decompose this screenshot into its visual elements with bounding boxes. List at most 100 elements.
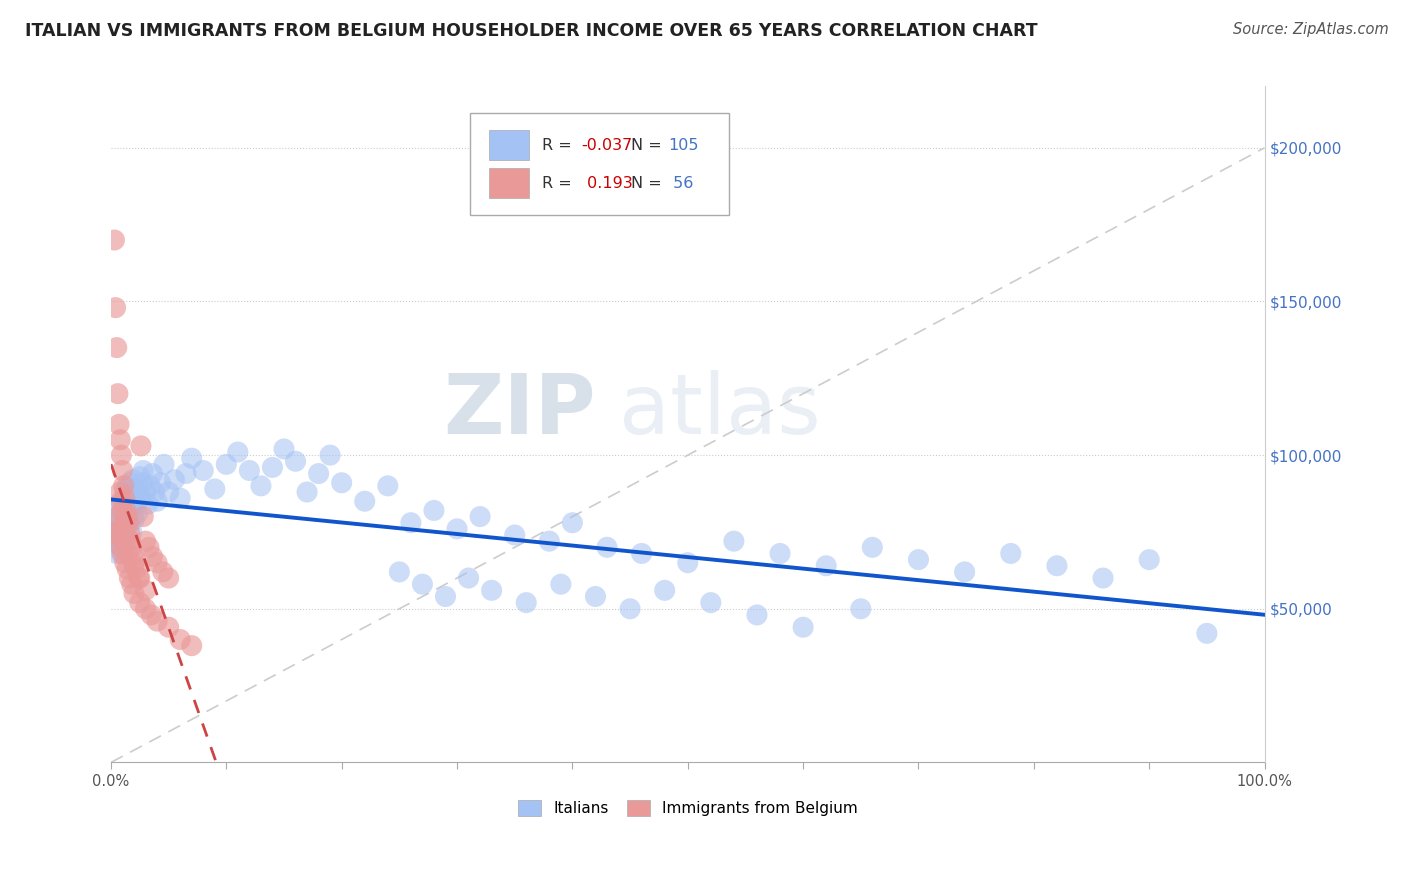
Point: [136, 497, 159, 511]
Point: [118, 571, 141, 585]
Point: [139, 479, 162, 493]
Point: [114, 485, 136, 500]
Point: [1000, 546, 1022, 560]
Point: [141, 467, 163, 481]
Point: [308, 467, 330, 481]
Point: [169, 491, 191, 505]
Point: [169, 632, 191, 647]
Point: [769, 546, 792, 560]
Point: [108, 503, 131, 517]
Point: [723, 534, 745, 549]
Point: [122, 513, 145, 527]
Point: [515, 596, 537, 610]
Point: [815, 558, 838, 573]
Point: [792, 620, 814, 634]
Point: [125, 562, 148, 576]
Point: [107, 509, 129, 524]
Point: [550, 577, 572, 591]
Point: [122, 586, 145, 600]
Point: [110, 497, 132, 511]
Point: [561, 516, 583, 530]
Point: [630, 546, 652, 560]
Point: [103, 528, 125, 542]
Point: [114, 524, 136, 539]
Point: [319, 448, 342, 462]
Point: [110, 546, 132, 560]
Point: [110, 448, 132, 462]
Point: [180, 639, 202, 653]
Text: 105: 105: [668, 137, 699, 153]
Point: [377, 479, 399, 493]
Text: N =: N =: [631, 176, 666, 191]
Point: [146, 494, 169, 508]
Point: [353, 494, 375, 508]
Point: [111, 503, 134, 517]
Point: [215, 458, 238, 472]
Point: [114, 556, 136, 570]
Point: [423, 503, 446, 517]
Point: [128, 571, 150, 585]
Point: [295, 485, 318, 500]
Point: [204, 482, 226, 496]
Point: [121, 524, 143, 539]
Point: [108, 531, 131, 545]
Point: [193, 463, 215, 477]
Point: [111, 463, 134, 477]
Point: [122, 494, 145, 508]
Point: [330, 475, 353, 490]
Point: [120, 534, 142, 549]
Point: [157, 620, 180, 634]
Point: [112, 534, 135, 549]
Point: [468, 509, 491, 524]
Point: [157, 485, 180, 500]
Point: [112, 479, 135, 493]
Text: -0.037: -0.037: [582, 137, 633, 153]
Point: [110, 494, 132, 508]
Point: [411, 577, 433, 591]
Point: [122, 549, 145, 564]
Point: [141, 607, 163, 622]
Point: [907, 552, 929, 566]
Text: R =: R =: [543, 176, 578, 191]
Point: [107, 386, 129, 401]
Bar: [489, 130, 529, 160]
Text: N =: N =: [631, 137, 666, 153]
Point: [135, 601, 157, 615]
Point: [619, 601, 641, 615]
Point: [503, 528, 526, 542]
Point: [111, 531, 134, 545]
Point: [115, 534, 138, 549]
Point: [135, 583, 157, 598]
Point: [654, 583, 676, 598]
Text: 56: 56: [668, 176, 693, 191]
Point: [105, 546, 128, 560]
Point: [124, 482, 146, 496]
Point: [115, 509, 138, 524]
Point: [149, 475, 172, 490]
Point: [121, 577, 143, 591]
Point: [128, 485, 150, 500]
Point: [700, 596, 723, 610]
Point: [481, 583, 503, 598]
Point: [745, 607, 768, 622]
Point: [111, 546, 134, 560]
Point: [108, 485, 131, 500]
Point: [120, 488, 142, 502]
Text: Source: ZipAtlas.com: Source: ZipAtlas.com: [1233, 22, 1389, 37]
Point: [114, 491, 136, 505]
Point: [104, 534, 127, 549]
Point: [180, 451, 202, 466]
Point: [1137, 552, 1160, 566]
Point: [1046, 558, 1069, 573]
Point: [118, 516, 141, 530]
Point: [128, 571, 150, 585]
Point: [238, 463, 260, 477]
Point: [262, 460, 284, 475]
Point: [141, 549, 163, 564]
Point: [117, 491, 139, 505]
Point: [115, 528, 138, 542]
Point: [388, 565, 411, 579]
Point: [131, 475, 153, 490]
Point: [114, 518, 136, 533]
Text: ZIP: ZIP: [443, 370, 596, 451]
